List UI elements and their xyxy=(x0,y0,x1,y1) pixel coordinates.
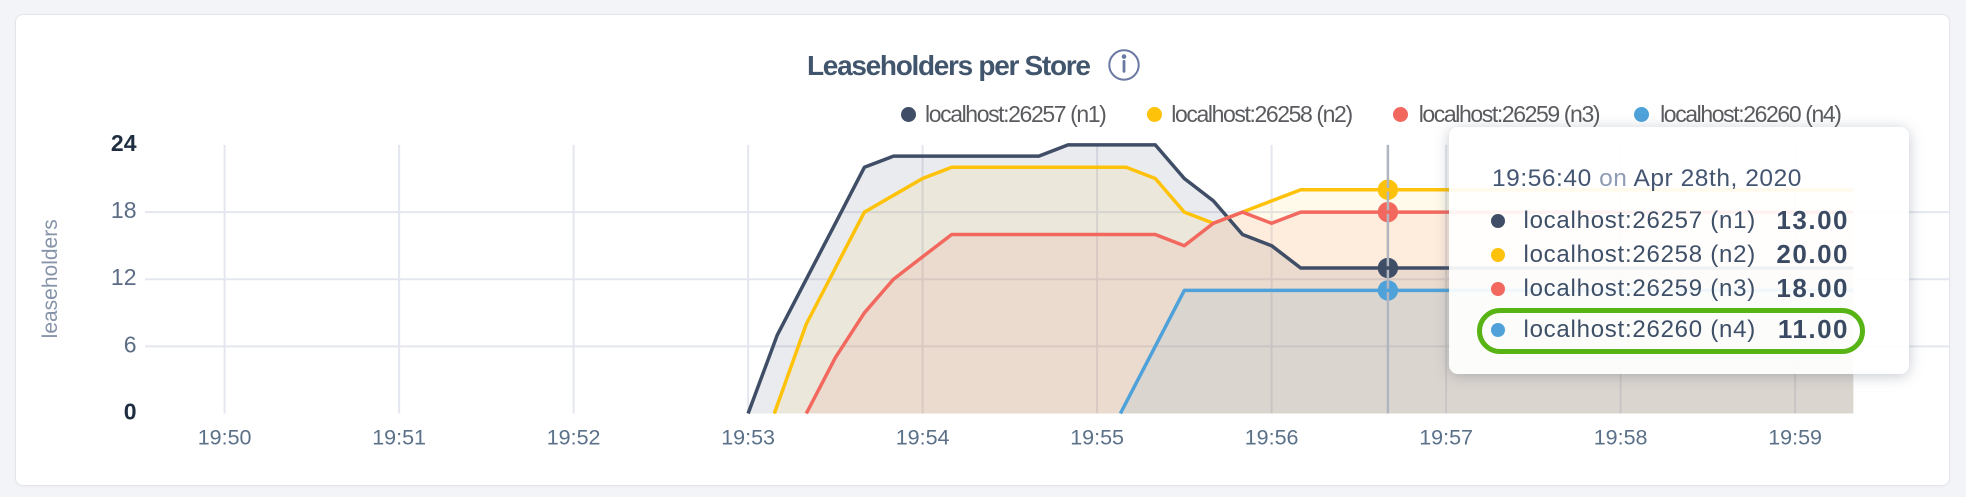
svg-text:leaseholders: leaseholders xyxy=(39,219,62,338)
svg-text:19:54: 19:54 xyxy=(896,426,950,450)
svg-text:19:51: 19:51 xyxy=(372,426,426,450)
svg-text:6: 6 xyxy=(124,331,137,357)
svg-text:19:59: 19:59 xyxy=(1768,426,1822,450)
svg-text:19:58: 19:58 xyxy=(1594,426,1648,450)
svg-text:19:50: 19:50 xyxy=(198,426,252,450)
svg-text:24: 24 xyxy=(111,130,137,156)
svg-text:19:57: 19:57 xyxy=(1419,426,1473,450)
svg-text:19:52: 19:52 xyxy=(547,426,601,450)
svg-text:19:53: 19:53 xyxy=(721,426,775,450)
svg-text:18: 18 xyxy=(111,197,137,223)
svg-text:0: 0 xyxy=(124,399,137,425)
svg-text:19:56: 19:56 xyxy=(1245,426,1299,450)
svg-text:19:55: 19:55 xyxy=(1070,426,1124,450)
svg-text:12: 12 xyxy=(111,264,137,290)
